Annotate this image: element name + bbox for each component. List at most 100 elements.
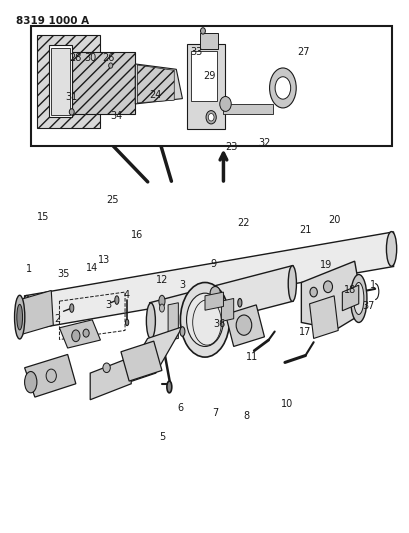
Ellipse shape [25,372,37,393]
Ellipse shape [186,293,223,346]
Ellipse shape [15,295,25,339]
Ellipse shape [236,315,251,335]
Ellipse shape [219,96,231,111]
Polygon shape [149,265,292,338]
Text: 22: 22 [237,218,249,228]
Bar [31,26,391,146]
Ellipse shape [17,304,22,330]
Text: 17: 17 [299,327,311,336]
Text: 28: 28 [70,53,82,62]
Text: 32: 32 [258,138,270,148]
Ellipse shape [269,68,295,108]
Ellipse shape [69,109,74,115]
Ellipse shape [146,303,155,339]
Polygon shape [59,320,100,348]
Ellipse shape [70,304,74,312]
Polygon shape [137,65,174,103]
Ellipse shape [353,282,363,314]
Text: 26: 26 [102,53,115,62]
Text: 5: 5 [158,432,165,442]
Text: 23: 23 [225,142,237,151]
Ellipse shape [180,327,184,336]
Text: 3: 3 [106,301,111,310]
Text: 11: 11 [245,352,258,362]
Text: 19: 19 [319,260,331,270]
Ellipse shape [323,281,332,293]
Text: 31: 31 [65,92,78,102]
Text: 27: 27 [297,47,309,57]
Polygon shape [121,341,162,381]
Text: 37: 37 [362,302,374,311]
Bar [51,48,70,115]
Ellipse shape [210,287,220,300]
Ellipse shape [83,329,89,337]
Polygon shape [301,261,360,329]
Text: 13: 13 [98,255,110,264]
Ellipse shape [159,295,164,307]
Text: 1: 1 [369,280,375,290]
Polygon shape [90,357,131,400]
Text: 6: 6 [177,403,183,413]
Text: 10: 10 [280,399,292,409]
Polygon shape [309,296,337,338]
Polygon shape [18,290,53,335]
Ellipse shape [208,114,213,121]
Ellipse shape [206,110,216,124]
Polygon shape [204,292,223,310]
Polygon shape [342,285,358,311]
Polygon shape [225,305,264,346]
Text: 2: 2 [54,314,61,324]
Polygon shape [221,298,233,321]
Ellipse shape [103,363,110,373]
Ellipse shape [46,369,56,383]
Text: 36: 36 [213,319,225,328]
Text: 4: 4 [124,290,130,300]
Polygon shape [213,303,223,340]
Text: 20: 20 [327,215,339,225]
Ellipse shape [350,274,366,322]
Text: 30: 30 [84,53,96,62]
Ellipse shape [125,319,128,326]
Text: 14: 14 [86,263,98,273]
Text: 35: 35 [57,270,70,279]
Ellipse shape [159,304,164,312]
Bar [72,52,135,114]
Text: 29: 29 [202,71,215,80]
Polygon shape [194,303,204,340]
Ellipse shape [237,298,241,307]
Bar [37,35,100,128]
Ellipse shape [288,266,296,302]
Ellipse shape [72,330,80,342]
Ellipse shape [22,295,31,330]
Ellipse shape [274,77,290,99]
Polygon shape [168,303,178,340]
Polygon shape [25,354,76,397]
Text: 21: 21 [299,225,311,235]
Bar [199,33,218,49]
Text: 12: 12 [155,276,168,285]
Ellipse shape [385,231,396,266]
Text: 25: 25 [106,195,119,205]
Bar [190,51,217,101]
Ellipse shape [200,28,205,34]
Text: 9: 9 [210,259,216,269]
Text: 3: 3 [179,280,185,290]
Polygon shape [135,64,182,104]
Ellipse shape [115,296,119,304]
Text: 16: 16 [131,230,143,239]
Text: 1: 1 [26,264,31,274]
Text: 15: 15 [37,213,49,222]
Text: 34: 34 [110,111,123,121]
Polygon shape [121,327,182,385]
Text: 33: 33 [190,47,202,57]
Polygon shape [25,232,393,330]
Text: 24: 24 [149,90,162,100]
Ellipse shape [309,287,317,297]
Bar [186,44,225,129]
Text: 7: 7 [211,408,218,418]
Ellipse shape [16,301,23,334]
Text: 18: 18 [344,286,356,295]
Bar [49,45,72,117]
Text: 8: 8 [243,411,248,421]
Ellipse shape [108,63,112,68]
